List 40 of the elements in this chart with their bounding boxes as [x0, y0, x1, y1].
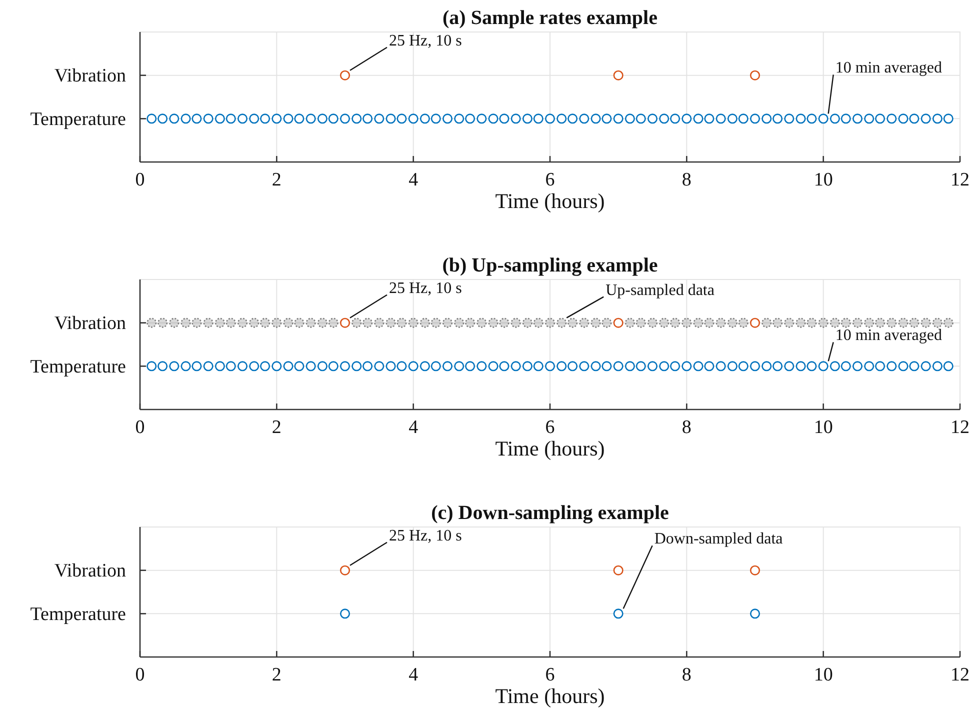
chart-title: (b) Up-sampling example: [442, 254, 658, 276]
x-tick-label: 12: [950, 416, 970, 438]
x-tick-label: 6: [545, 664, 555, 686]
annotation: 25 Hz, 10 s: [389, 32, 462, 50]
x-tick-label: 10: [814, 169, 833, 190]
x-axis-title: Time (hours): [495, 436, 605, 460]
x-tick-label: 10: [814, 416, 833, 438]
y-tick-label: Temperature: [30, 356, 126, 378]
x-tick-label: 8: [682, 416, 692, 438]
y-tick-label: Temperature: [30, 108, 126, 130]
annotation: Up-sampled data: [606, 282, 714, 299]
annotation: 10 min averaged: [835, 60, 942, 77]
x-tick-label: 4: [408, 416, 419, 438]
annotation: 25 Hz, 10 s: [389, 527, 462, 544]
chart-title: (c) Down-sampling example: [431, 502, 670, 524]
annotation: 25 Hz, 10 s: [389, 280, 462, 297]
y-tick-label: Vibration: [54, 312, 126, 334]
x-axis-title: Time (hours): [495, 189, 605, 213]
x-tick-label: 6: [545, 416, 555, 438]
y-tick-label: Vibration: [54, 560, 126, 582]
x-tick-label: 12: [950, 169, 970, 190]
x-tick-label: 2: [272, 664, 282, 686]
x-tick-label: 8: [682, 169, 692, 190]
annotation: 10 min averaged: [835, 327, 942, 344]
x-tick-label: 8: [682, 664, 692, 686]
y-tick-label: Vibration: [54, 65, 126, 86]
x-tick-label: 6: [545, 169, 555, 190]
x-tick-label: 0: [135, 416, 145, 438]
x-axis-title: Time (hours): [495, 684, 605, 708]
x-tick-label: 10: [814, 664, 833, 686]
x-tick-label: 4: [408, 664, 419, 686]
x-tick-label: 4: [408, 169, 419, 190]
x-tick-label: 12: [950, 664, 970, 686]
x-tick-label: 2: [272, 169, 282, 190]
chart-title: (a) Sample rates example: [442, 7, 658, 29]
y-tick-label: Temperature: [30, 604, 126, 625]
x-tick-label: 0: [135, 169, 145, 190]
annotation: Down-sampled data: [654, 530, 783, 548]
x-tick-label: 0: [135, 664, 145, 686]
x-tick-label: 2: [272, 416, 282, 438]
